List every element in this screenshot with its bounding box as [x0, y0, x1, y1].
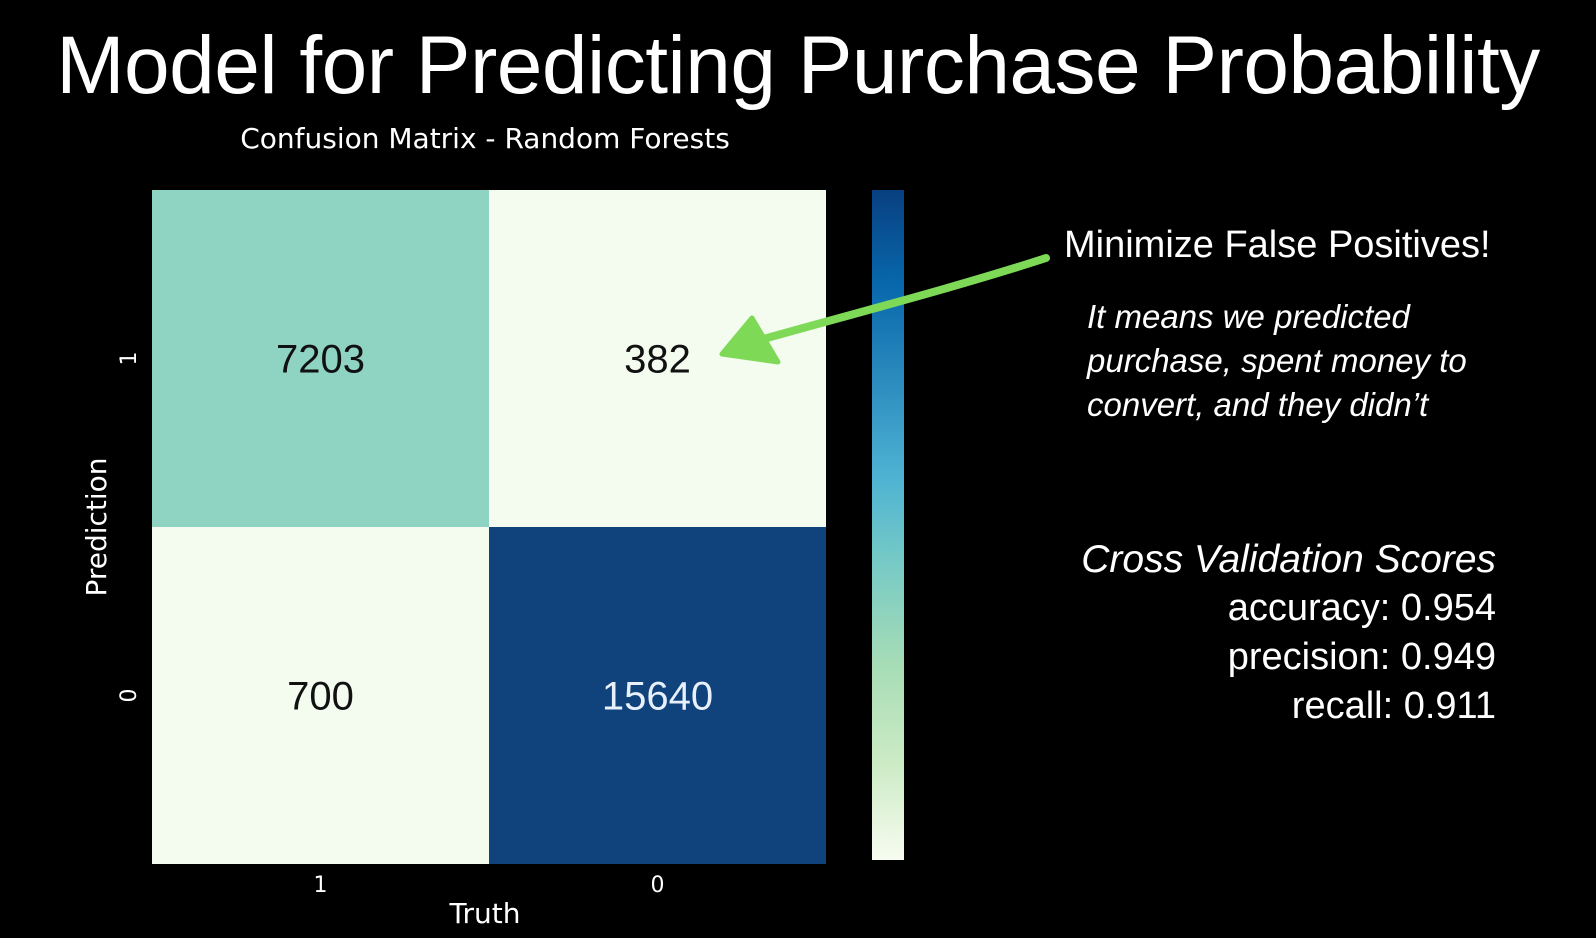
y-tick-label: 0 — [117, 689, 142, 703]
heatmap-cell — [152, 190, 489, 527]
cell-value-label: 7203 — [276, 338, 365, 382]
annotation-note-line: purchase, spent money to — [1087, 342, 1467, 379]
score-recall: recall: 0.911 — [1291, 685, 1496, 727]
chart-title: Confusion Matrix - Random Forests — [240, 122, 730, 155]
annotation-note: It means we predicted purchase, spent mo… — [1087, 295, 1557, 427]
x-tick-label: 0 — [651, 873, 665, 898]
y-axis-label: Prediction — [80, 457, 113, 596]
heatmap-cell — [152, 527, 489, 864]
cv-scores-panel: Cross Validation Scores accuracy: 0.954 … — [1040, 536, 1496, 731]
x-axis-label: Truth — [449, 897, 521, 930]
x-tick-label: 1 — [314, 873, 328, 898]
colorbar — [872, 190, 904, 860]
heatmap-cell — [489, 527, 826, 864]
slide-title: Model for Predicting Purchase Probabilit… — [56, 20, 1540, 111]
arrow-shaft — [756, 254, 1050, 344]
annotation-note-line: convert, and they didn’t — [1087, 386, 1429, 423]
score-precision: precision: 0.949 — [1227, 636, 1496, 678]
annotation-note-line: It means we predicted — [1087, 298, 1410, 335]
score-accuracy: accuracy: 0.954 — [1227, 587, 1496, 629]
arrow-head — [719, 315, 781, 365]
y-tick-label: 1 — [117, 352, 142, 366]
cell-value-label: 15640 — [602, 675, 713, 719]
cv-scores-heading: Cross Validation Scores — [1081, 538, 1496, 581]
cell-value-label: 700 — [287, 675, 354, 719]
cell-value-label: 382 — [624, 338, 691, 382]
annotation-arrow — [719, 254, 1050, 365]
annotation-heading: Minimize False Positives! — [1064, 224, 1491, 266]
